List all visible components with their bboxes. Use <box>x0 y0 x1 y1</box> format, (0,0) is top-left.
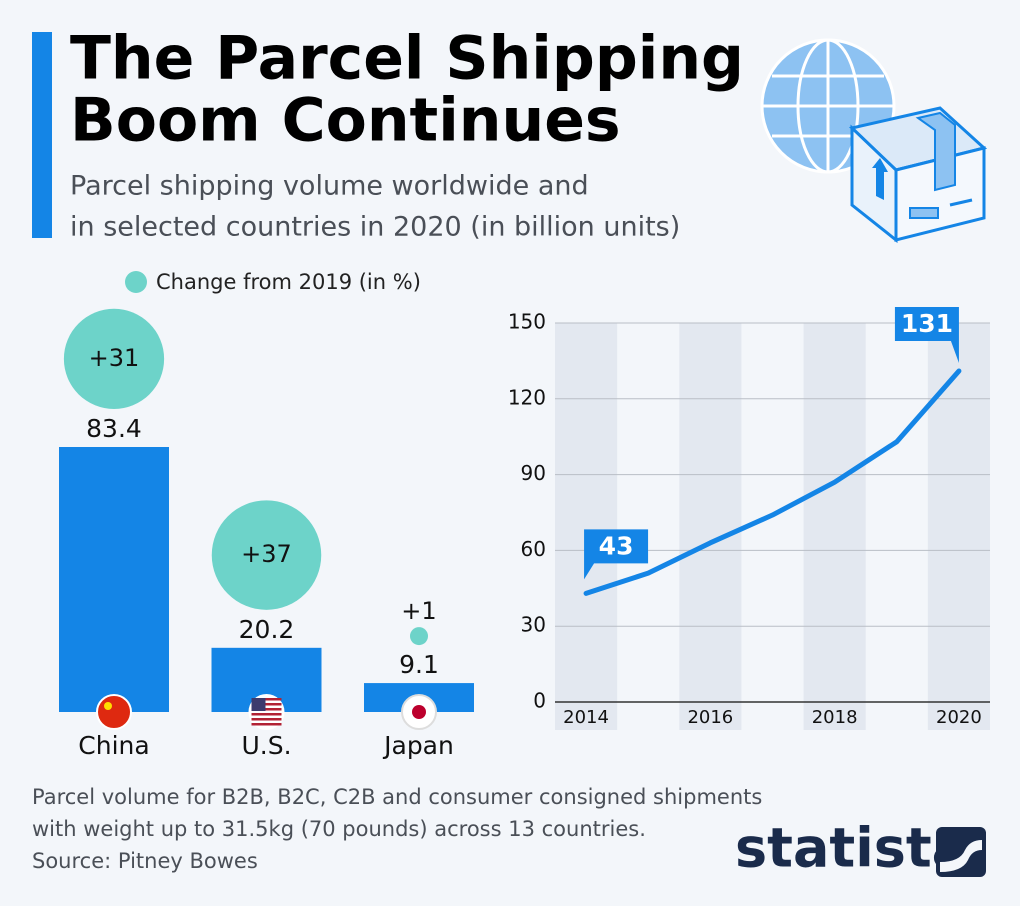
annotation-box <box>894 307 959 364</box>
x-tick-label: 2014 <box>563 707 609 728</box>
change-label: +1 <box>401 597 436 625</box>
title-line: The Parcel Shipping <box>70 24 744 94</box>
bar <box>59 447 169 712</box>
y-tick-label: 0 <box>533 689 546 713</box>
logo: statista <box>735 817 968 880</box>
annotation-label: 43 <box>599 531 634 560</box>
accent-bar <box>32 32 52 238</box>
flag-canton <box>251 698 266 711</box>
legend-label: Change from 2019 (in %) <box>156 270 421 294</box>
category-label: China <box>78 731 149 760</box>
y-tick-label: 120 <box>508 385 546 409</box>
tick-band <box>803 323 866 730</box>
y-tick-label: 150 <box>508 310 546 334</box>
category-label: Japan <box>382 731 454 760</box>
y-tick-label: 30 <box>521 613 546 637</box>
tick-band <box>679 323 742 730</box>
change-label: +37 <box>241 540 292 568</box>
footnote: with weight up to 31.5kg (70 pounds) acr… <box>32 817 646 841</box>
change-bubble <box>63 308 165 409</box>
flag-stripe <box>251 713 282 716</box>
value-label: 83.4 <box>86 414 142 443</box>
annotation-box <box>584 529 649 580</box>
title-line: Boom Continues <box>70 86 621 156</box>
flag-stripe <box>251 723 282 726</box>
flag <box>96 694 132 730</box>
value-label: 20.2 <box>239 615 295 644</box>
value-label: 9.1 <box>399 650 439 679</box>
legend-swatch <box>125 271 147 293</box>
category-label: U.S. <box>241 731 291 760</box>
flag-stripe <box>251 708 282 711</box>
x-tick-label: 2020 <box>936 707 982 728</box>
source: Source: Pitney Bowes <box>32 849 258 873</box>
y-tick-label: 90 <box>521 461 546 485</box>
change-bubble <box>410 627 428 646</box>
footnote: Parcel volume for B2B, B2C, C2B and cons… <box>32 785 762 809</box>
x-tick-label: 2018 <box>812 707 858 728</box>
annotation-label: 131 <box>901 309 953 338</box>
change-bubble <box>211 500 322 610</box>
flag-stripe <box>251 718 282 721</box>
change-label: +31 <box>89 344 140 372</box>
tick-band <box>555 323 618 730</box>
logo-icon <box>936 827 986 877</box>
line <box>583 368 962 596</box>
flag-stripe <box>251 703 282 706</box>
illustration <box>760 38 988 244</box>
flag-sun <box>412 705 426 719</box>
subtitle-line: Parcel shipping volume worldwide and <box>70 171 589 202</box>
flag-star <box>104 702 112 710</box>
subtitle-line: in selected countries in 2020 (in billio… <box>70 212 680 243</box>
x-tick-label: 2016 <box>687 707 733 728</box>
tick-band <box>927 323 990 730</box>
y-tick-label: 60 <box>521 537 546 561</box>
flag-stripe <box>251 698 282 701</box>
